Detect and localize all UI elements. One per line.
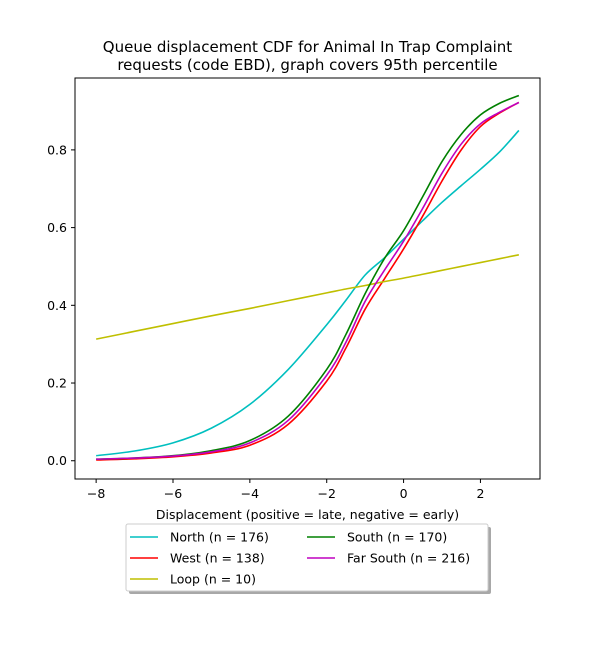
legend-label: North (n = 176)	[170, 530, 269, 545]
x-tick-label: 2	[476, 486, 484, 501]
legend-label: Far South (n = 216)	[347, 551, 470, 566]
series-line-4	[96, 94, 520, 460]
legend-label: West (n = 138)	[170, 551, 265, 566]
y-tick-label: 0.4	[47, 298, 67, 313]
chart-title-line-2: requests (code EBD), graph covers 95th p…	[117, 56, 497, 74]
x-tick-label: −2	[317, 486, 335, 501]
series-line-1	[96, 129, 520, 457]
legend: North (n = 176) West (n = 138) Loop (n = 1…	[125, 523, 491, 594]
chart-title: Queue displacement CDF for Animal In Tra…	[103, 38, 513, 74]
legend-label: South (n = 170)	[347, 530, 447, 545]
x-tick-label: −6	[164, 486, 182, 501]
series-lines	[95, 94, 520, 461]
x-tick-label: 0	[400, 486, 408, 501]
series-line-2	[96, 101, 520, 461]
x-tick-label: −4	[241, 486, 259, 501]
axis-ticks: −8 −6 −4 −2 0 2 0.0 0.2 0.4 0.6 0.8	[47, 142, 484, 501]
plot-frame	[74, 77, 541, 480]
y-tick-label: 0.2	[47, 376, 67, 391]
series-line-5	[96, 101, 520, 460]
legend-label: Loop (n = 10)	[170, 572, 256, 587]
y-tick-label: 0.6	[47, 220, 67, 235]
x-axis-label: Displacement (positive = late, negative …	[156, 507, 459, 522]
y-tick-label: 0.0	[47, 453, 67, 468]
y-tick-label: 0.8	[47, 142, 67, 157]
series-line-3	[95, 254, 520, 340]
x-tick-label: −8	[87, 486, 105, 501]
chart-title-line-1: Queue displacement CDF for Animal In Tra…	[103, 38, 513, 56]
